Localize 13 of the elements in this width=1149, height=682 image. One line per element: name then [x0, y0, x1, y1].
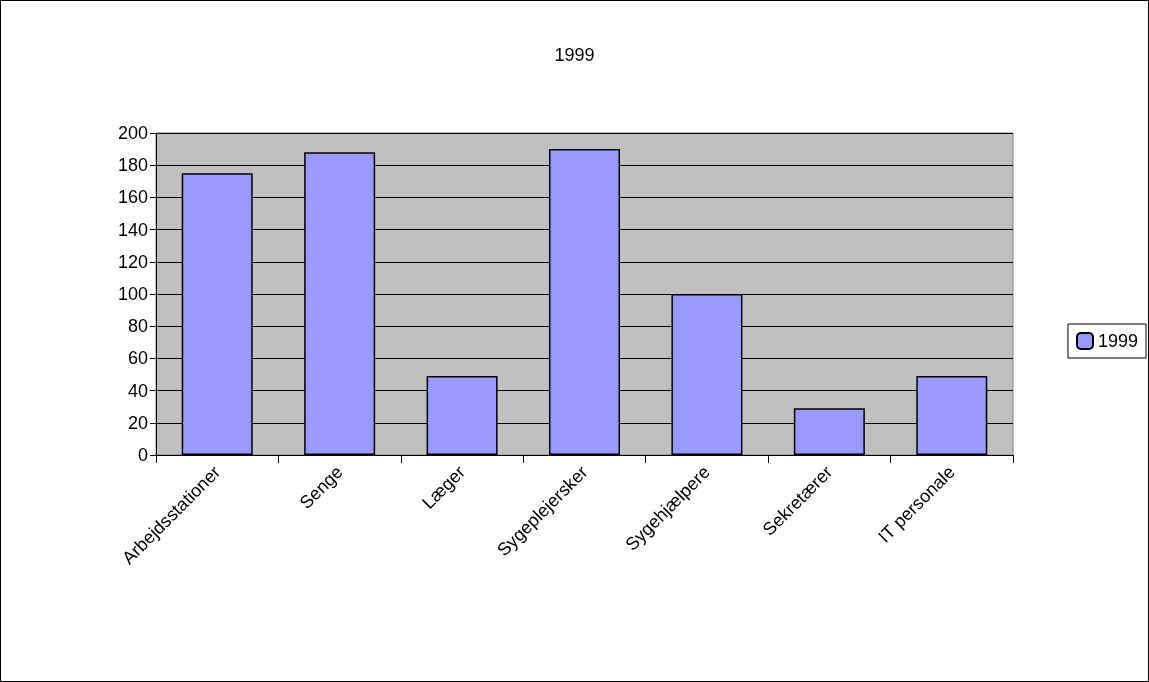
y-tick-label: 180: [117, 155, 148, 176]
y-tick-label: 60: [127, 348, 148, 369]
y-tick-label: 120: [117, 251, 148, 272]
y-tick-label: 100: [117, 284, 148, 304]
y-tick-label: 140: [117, 219, 148, 240]
y-tick-label: 80: [127, 316, 148, 337]
y-tick-label: 200: [117, 123, 148, 143]
chart-title: 1999: [554, 45, 595, 65]
y-tick-label: 160: [117, 187, 148, 208]
legend-label: 1999: [1097, 331, 1138, 351]
y-tick-label: 20: [127, 412, 148, 433]
y-tick-label: 40: [127, 380, 148, 401]
y-tick-label: 0: [137, 445, 148, 465]
